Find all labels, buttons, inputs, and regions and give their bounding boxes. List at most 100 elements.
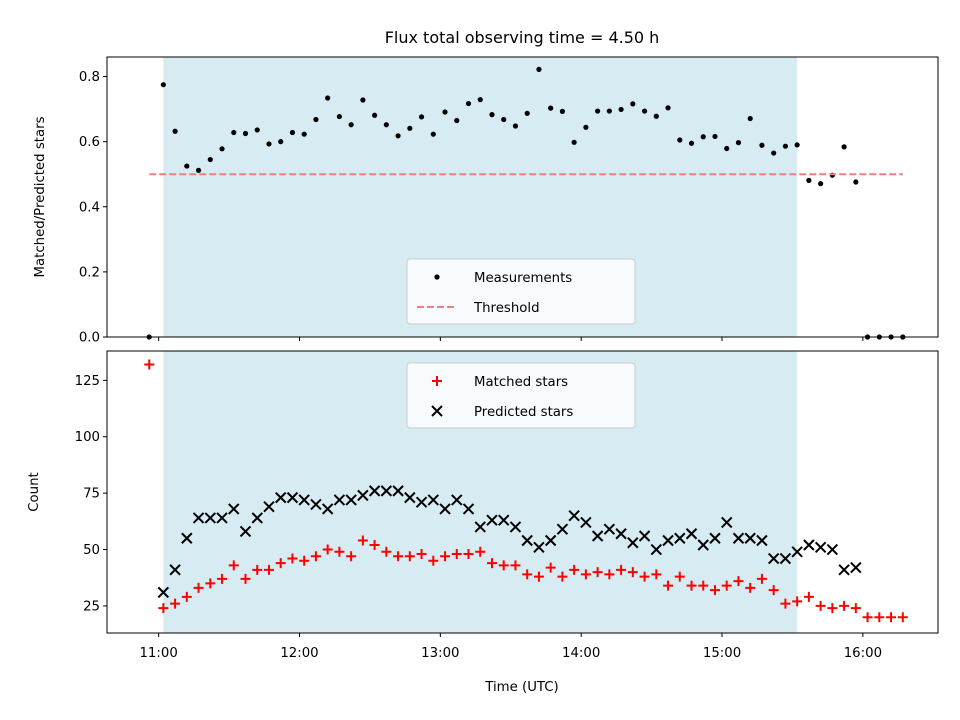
matched-star-point bbox=[815, 600, 826, 611]
measurement-point bbox=[841, 144, 847, 150]
predicted-star-point bbox=[544, 534, 557, 547]
top-y-tick-label: 0.4 bbox=[79, 200, 100, 215]
matched-star-point bbox=[768, 585, 779, 596]
predicted-star-point bbox=[263, 500, 275, 513]
predicted-star-point bbox=[345, 494, 357, 506]
predicted-star-point bbox=[521, 534, 533, 547]
matched-star-point bbox=[393, 551, 404, 562]
matched-star-point bbox=[850, 603, 861, 614]
matched-star-point bbox=[803, 591, 814, 602]
bottom-panel-count: 25 50 75 100 125 11:00 12:00 13:00 14:00 15:00 16:… bbox=[27, 350, 939, 661]
bottom-legend: Matched stars Predicted stars bbox=[406, 362, 636, 429]
measurement-point bbox=[360, 97, 366, 103]
measurement-point bbox=[806, 177, 812, 183]
predicted-star-point bbox=[615, 528, 627, 540]
predicted-star-point bbox=[333, 494, 346, 506]
measurement-point bbox=[254, 127, 260, 133]
matched-star-point bbox=[862, 612, 873, 623]
matched-star-point bbox=[604, 569, 615, 580]
measurement-point bbox=[348, 122, 354, 128]
bottom-y-tick-label: 75 bbox=[83, 487, 100, 502]
matched-star-point bbox=[721, 580, 732, 591]
matched-star-point bbox=[475, 546, 486, 557]
predicted-star-point bbox=[556, 523, 569, 535]
top-panel-ratio: 0.0 0.2 0.4 0.6 0.8 Matched/Predicted stars Me… bbox=[33, 56, 939, 346]
measurement-point bbox=[735, 140, 742, 146]
matched-star-point bbox=[322, 544, 333, 555]
predicted-star-point bbox=[603, 523, 616, 535]
predicted-star-point bbox=[685, 528, 698, 540]
measurement-point bbox=[489, 112, 495, 118]
matched-star-point bbox=[193, 582, 204, 593]
x-tick-label: 14:00 bbox=[562, 646, 600, 661]
matched-star-point bbox=[240, 573, 251, 584]
matched-star-point bbox=[252, 564, 263, 575]
matched-star-point bbox=[357, 535, 368, 546]
matched-star-point bbox=[228, 560, 239, 571]
predicted-star-point bbox=[767, 552, 780, 565]
x-tick-label: 11:00 bbox=[139, 646, 177, 661]
measurement-point bbox=[794, 142, 800, 148]
measurement-point bbox=[184, 163, 190, 169]
predicted-star-point bbox=[380, 485, 393, 497]
matched-star-point bbox=[416, 549, 427, 560]
predicted-star-point bbox=[169, 564, 181, 576]
predicted-star-point bbox=[697, 539, 709, 551]
predicted-star-point bbox=[439, 503, 451, 515]
predicted-star-point bbox=[157, 586, 170, 599]
predicted-star-point bbox=[451, 494, 463, 506]
predicted-star-point bbox=[732, 532, 745, 544]
matched-star-point bbox=[627, 567, 638, 578]
measurement-point bbox=[571, 139, 577, 145]
matched-star-point bbox=[381, 546, 392, 557]
matched-star-point bbox=[827, 603, 838, 614]
measurement-point bbox=[759, 142, 765, 148]
predicted-star-point bbox=[427, 494, 440, 506]
predicted-star-point bbox=[181, 532, 193, 544]
measurement-point bbox=[160, 82, 166, 88]
top-legend: Measurements Threshold bbox=[406, 258, 636, 325]
matched-star-point bbox=[874, 612, 885, 623]
predicted-star-point bbox=[627, 537, 639, 549]
predicted-star-point bbox=[662, 534, 674, 547]
bottom-y-tick-label: 50 bbox=[83, 543, 100, 558]
measurement-point bbox=[195, 167, 202, 173]
measurement-point bbox=[465, 100, 472, 107]
predicted-star-point bbox=[474, 521, 486, 533]
measurement-point bbox=[407, 125, 413, 131]
legend-entry-label: Threshold bbox=[473, 301, 540, 316]
measurement-point bbox=[172, 128, 178, 134]
predicted-star-point bbox=[321, 503, 334, 515]
bottom-y-tick-label: 100 bbox=[75, 430, 100, 445]
measurement-point bbox=[372, 112, 378, 118]
predicted-star-point bbox=[850, 561, 862, 574]
predicted-star-point bbox=[721, 516, 733, 529]
predicted-star-point bbox=[251, 512, 263, 524]
measurement-point bbox=[583, 124, 589, 130]
predicted-star-point bbox=[756, 534, 768, 547]
predicted-star-point bbox=[826, 543, 839, 556]
bottom-y-axis-label: Count bbox=[27, 472, 42, 512]
x-tick-label: 13:00 bbox=[421, 646, 459, 661]
bottom-y-tick-label: 125 bbox=[75, 374, 100, 389]
predicted-star-point bbox=[228, 503, 240, 515]
matched-star-point bbox=[217, 573, 228, 584]
measurement-point bbox=[454, 117, 460, 124]
matched-star-point bbox=[463, 549, 474, 560]
matched-star-point bbox=[569, 564, 580, 575]
predicted-star-point bbox=[779, 552, 792, 565]
matched-star-point bbox=[369, 540, 380, 551]
legend-entry-label: Predicted stars bbox=[474, 405, 573, 420]
matched-star-point bbox=[451, 549, 462, 560]
matched-star-point bbox=[756, 573, 767, 584]
measurement-point bbox=[242, 130, 249, 137]
measurement-point bbox=[630, 101, 636, 107]
predicted-star-point bbox=[533, 541, 545, 553]
measurement-point bbox=[301, 131, 307, 137]
matched-star-point bbox=[334, 546, 345, 557]
measurement-point bbox=[266, 141, 272, 147]
matched-star-point bbox=[275, 558, 286, 569]
matched-star-point bbox=[639, 571, 650, 582]
matched-star-point bbox=[651, 569, 662, 580]
predicted-star-point bbox=[509, 521, 522, 533]
